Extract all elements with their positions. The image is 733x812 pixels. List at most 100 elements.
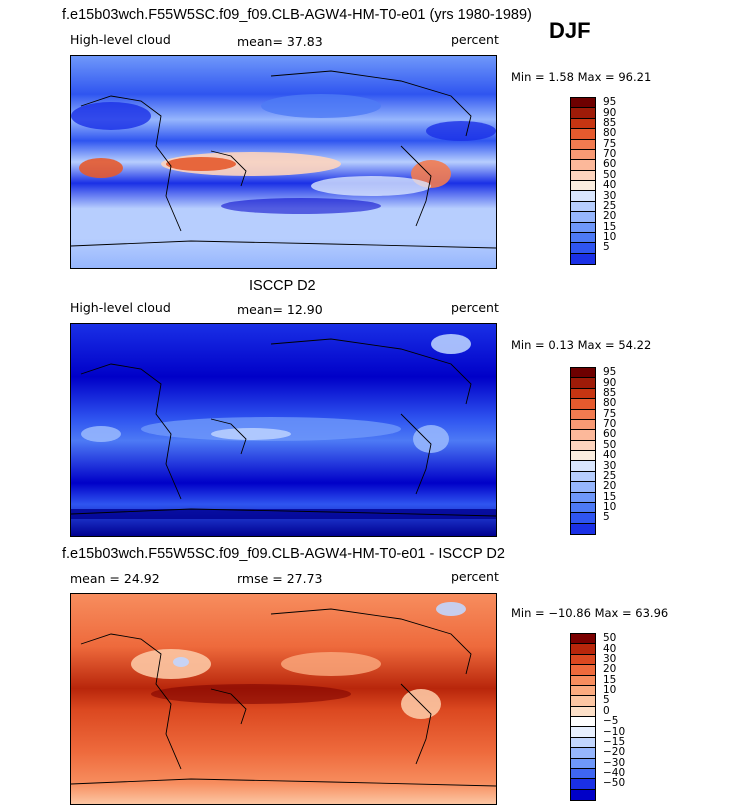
colorbar-swatch bbox=[571, 634, 595, 645]
colorbar-swatch bbox=[571, 409, 595, 420]
colorbar-tick-label: 30 bbox=[603, 652, 617, 665]
colorbar-tick-label: 95 bbox=[603, 96, 617, 109]
panel1-units-label: percent bbox=[451, 32, 499, 47]
colorbar-swatch bbox=[571, 492, 595, 503]
colorbar-tick-label: 90 bbox=[603, 106, 617, 119]
panel3-minmax: Min = −10.86 Max = 63.96 bbox=[511, 606, 669, 620]
colorbar-swatch bbox=[571, 253, 595, 264]
colorbar-tick-label: 50 bbox=[603, 438, 617, 451]
panel1-map bbox=[70, 55, 497, 269]
colorbar-swatch bbox=[571, 768, 595, 780]
colorbar-tick-label: 95 bbox=[603, 366, 617, 379]
panel1-mean-label: mean= 37.83 bbox=[237, 34, 323, 49]
colorbar-tick-label: 85 bbox=[603, 116, 617, 129]
colorbar-tick-label: 25 bbox=[603, 199, 617, 212]
colorbar-tick-label: −40 bbox=[603, 767, 626, 780]
colorbar-tick-label: −15 bbox=[603, 735, 626, 748]
colorbar-tick-label: 75 bbox=[603, 407, 617, 420]
panel1-title: f.e15b03wch.F55W5SC.f09_f09.CLB-AGW4-HM-… bbox=[62, 7, 532, 23]
colorbar-tick-label: −30 bbox=[603, 756, 626, 769]
colorbar-swatch bbox=[571, 717, 595, 728]
colorbar-tick-label: 30 bbox=[603, 189, 617, 202]
panel2-map bbox=[70, 323, 497, 537]
colorbar-swatch bbox=[571, 201, 595, 213]
colorbar-tick-label: 40 bbox=[603, 642, 617, 655]
panel1-colorbar bbox=[570, 97, 596, 265]
colorbar-tick-label: 40 bbox=[603, 179, 617, 192]
panel1-field bbox=[71, 56, 496, 268]
panel2-units-label: percent bbox=[451, 300, 499, 315]
colorbar-tick-label: 70 bbox=[603, 418, 617, 431]
colorbar-tick-label: 40 bbox=[603, 449, 617, 462]
colorbar-tick-label: 0 bbox=[603, 704, 610, 717]
panel3-field bbox=[71, 594, 496, 804]
colorbar-swatch bbox=[571, 118, 595, 130]
panel1-minmax: Min = 1.58 Max = 96.21 bbox=[511, 70, 652, 84]
colorbar-tick-label: 25 bbox=[603, 469, 617, 482]
colorbar-swatch bbox=[571, 748, 595, 759]
colorbar-swatch bbox=[571, 243, 595, 254]
panel3-rmse-label: rmse = 27.73 bbox=[237, 571, 323, 586]
colorbar-tick-label: 20 bbox=[603, 663, 617, 676]
colorbar-swatch bbox=[571, 523, 595, 534]
colorbar-swatch bbox=[571, 685, 595, 697]
colorbar-swatch bbox=[571, 779, 595, 790]
colorbar-tick-label: 75 bbox=[603, 137, 617, 150]
colorbar-swatch bbox=[571, 388, 595, 400]
colorbar-tick-label: 90 bbox=[603, 376, 617, 389]
colorbar-tick-label: −50 bbox=[603, 777, 626, 790]
colorbar-swatch bbox=[571, 461, 595, 472]
panel2-colorbar bbox=[570, 367, 596, 535]
colorbar-tick-label: 50 bbox=[603, 168, 617, 181]
colorbar-tick-label: 85 bbox=[603, 386, 617, 399]
colorbar-tick-label: 20 bbox=[603, 210, 617, 223]
colorbar-swatch bbox=[571, 160, 595, 171]
panel3-colorbar bbox=[570, 633, 596, 801]
colorbar-swatch bbox=[571, 170, 595, 181]
colorbar-tick-label: 15 bbox=[603, 673, 617, 686]
colorbar-tick-label: 80 bbox=[603, 127, 617, 140]
colorbar-swatch bbox=[571, 665, 595, 676]
colorbar-tick-label: 50 bbox=[603, 632, 617, 645]
colorbar-swatch bbox=[571, 149, 595, 161]
colorbar-swatch bbox=[571, 471, 595, 483]
colorbar-tick-label: 10 bbox=[603, 684, 617, 697]
colorbar-swatch bbox=[571, 378, 595, 389]
panel2-variable-label: High-level cloud bbox=[70, 300, 171, 315]
colorbar-swatch bbox=[571, 675, 595, 686]
colorbar-swatch bbox=[571, 191, 595, 202]
colorbar-swatch bbox=[571, 181, 595, 192]
colorbar-swatch bbox=[571, 430, 595, 441]
colorbar-tick-label: −10 bbox=[603, 725, 626, 738]
colorbar-tick-label: 20 bbox=[603, 480, 617, 493]
colorbar-swatch bbox=[571, 451, 595, 462]
colorbar-swatch bbox=[571, 139, 595, 150]
colorbar-tick-label: 60 bbox=[603, 158, 617, 171]
colorbar-swatch bbox=[571, 222, 595, 233]
colorbar-tick-label: 30 bbox=[603, 459, 617, 472]
panel2-field bbox=[71, 324, 496, 536]
colorbar-swatch bbox=[571, 727, 595, 738]
colorbar-swatch bbox=[571, 232, 595, 244]
colorbar-tick-label: −20 bbox=[603, 746, 626, 759]
colorbar-swatch bbox=[571, 440, 595, 451]
panel2-mean-label: mean= 12.90 bbox=[237, 302, 323, 317]
panel3-map bbox=[70, 593, 497, 805]
colorbar-tick-label: 5 bbox=[603, 694, 610, 707]
season-label: DJF bbox=[549, 18, 591, 43]
colorbar-swatch bbox=[571, 129, 595, 140]
panel2-minmax: Min = 0.13 Max = 54.22 bbox=[511, 338, 652, 352]
colorbar-swatch bbox=[571, 419, 595, 431]
colorbar-swatch bbox=[571, 399, 595, 410]
colorbar-tick-label: 5 bbox=[603, 511, 610, 524]
colorbar-tick-label: 10 bbox=[603, 231, 617, 244]
colorbar-tick-label: 10 bbox=[603, 501, 617, 514]
colorbar-swatch bbox=[571, 98, 595, 109]
panel3-title: f.e15b03wch.F55W5SC.f09_f09.CLB-AGW4-HM-… bbox=[62, 546, 505, 562]
colorbar-swatch bbox=[571, 502, 595, 514]
panel1-variable-label: High-level cloud bbox=[70, 32, 171, 47]
panel2-title: ISCCP D2 bbox=[249, 278, 316, 294]
colorbar-tick-label: 5 bbox=[603, 241, 610, 254]
colorbar-tick-label: −5 bbox=[603, 715, 619, 728]
colorbar-tick-label: 15 bbox=[603, 490, 617, 503]
